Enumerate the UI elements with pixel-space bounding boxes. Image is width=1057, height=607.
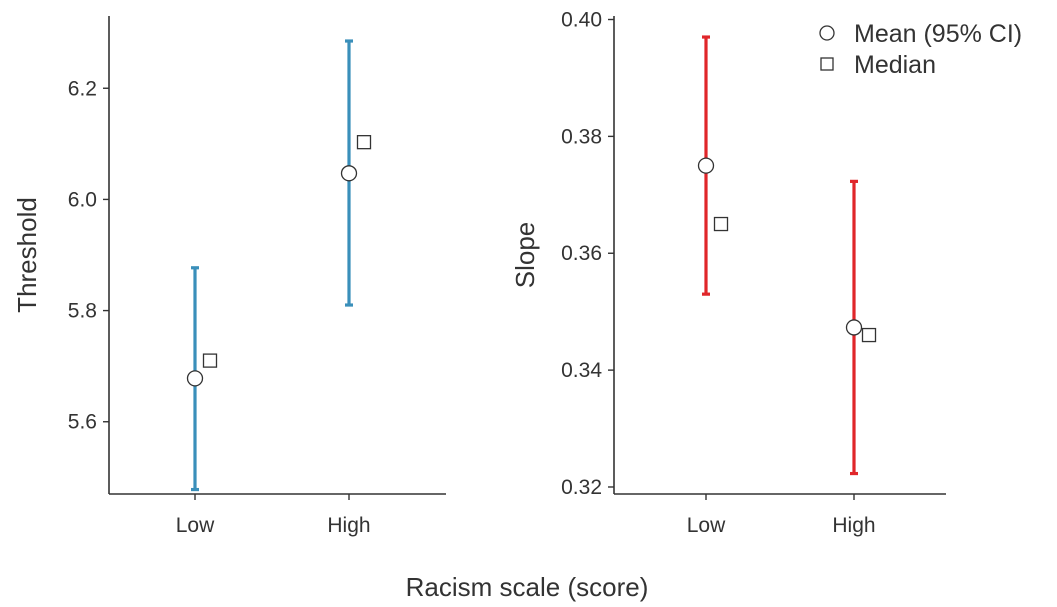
y-tick-label: 0.36 [561,242,602,265]
threshold-panel: 5.6 5.8 6.0 6.2 Low High Threshold [12,16,446,537]
y-tick-label: 6.2 [68,77,97,100]
legend-label: Mean (95% CI) [854,20,1022,48]
y-tick-label: 6.0 [68,188,97,211]
median-point [356,135,372,150]
mean-point [845,319,863,336]
median-point [861,327,877,343]
legend: Mean (95% CI) Median [819,20,1022,79]
median-point [202,353,218,368]
median-point [713,216,729,232]
y-tick-label: 0.40 [561,9,602,32]
legend-label: Median [854,51,936,79]
mean-point [186,370,204,387]
y-tick-label: 0.38 [561,125,602,148]
legend-circle-icon [819,25,835,41]
x-tick-label: Low [176,514,215,537]
x-tick-label: High [327,514,370,537]
y-axis-title: Slope [510,222,540,289]
y-tick-label: 0.32 [561,476,602,499]
x-tick-label: Low [687,514,726,537]
y-axis-title: Threshold [12,197,42,313]
y-tick-label: 0.34 [561,359,602,382]
y-tick-label: 5.8 [68,300,97,323]
x-axis-title: Racism scale (score) [406,572,649,602]
legend-square-icon [820,57,834,71]
mean-point [340,165,358,182]
mean-point [697,157,715,174]
x-tick-label: High [832,514,875,537]
y-tick-label: 5.6 [68,411,97,434]
slope-panel: 0.32 0.34 0.36 0.38 0.40 Low High Slope [510,9,946,537]
